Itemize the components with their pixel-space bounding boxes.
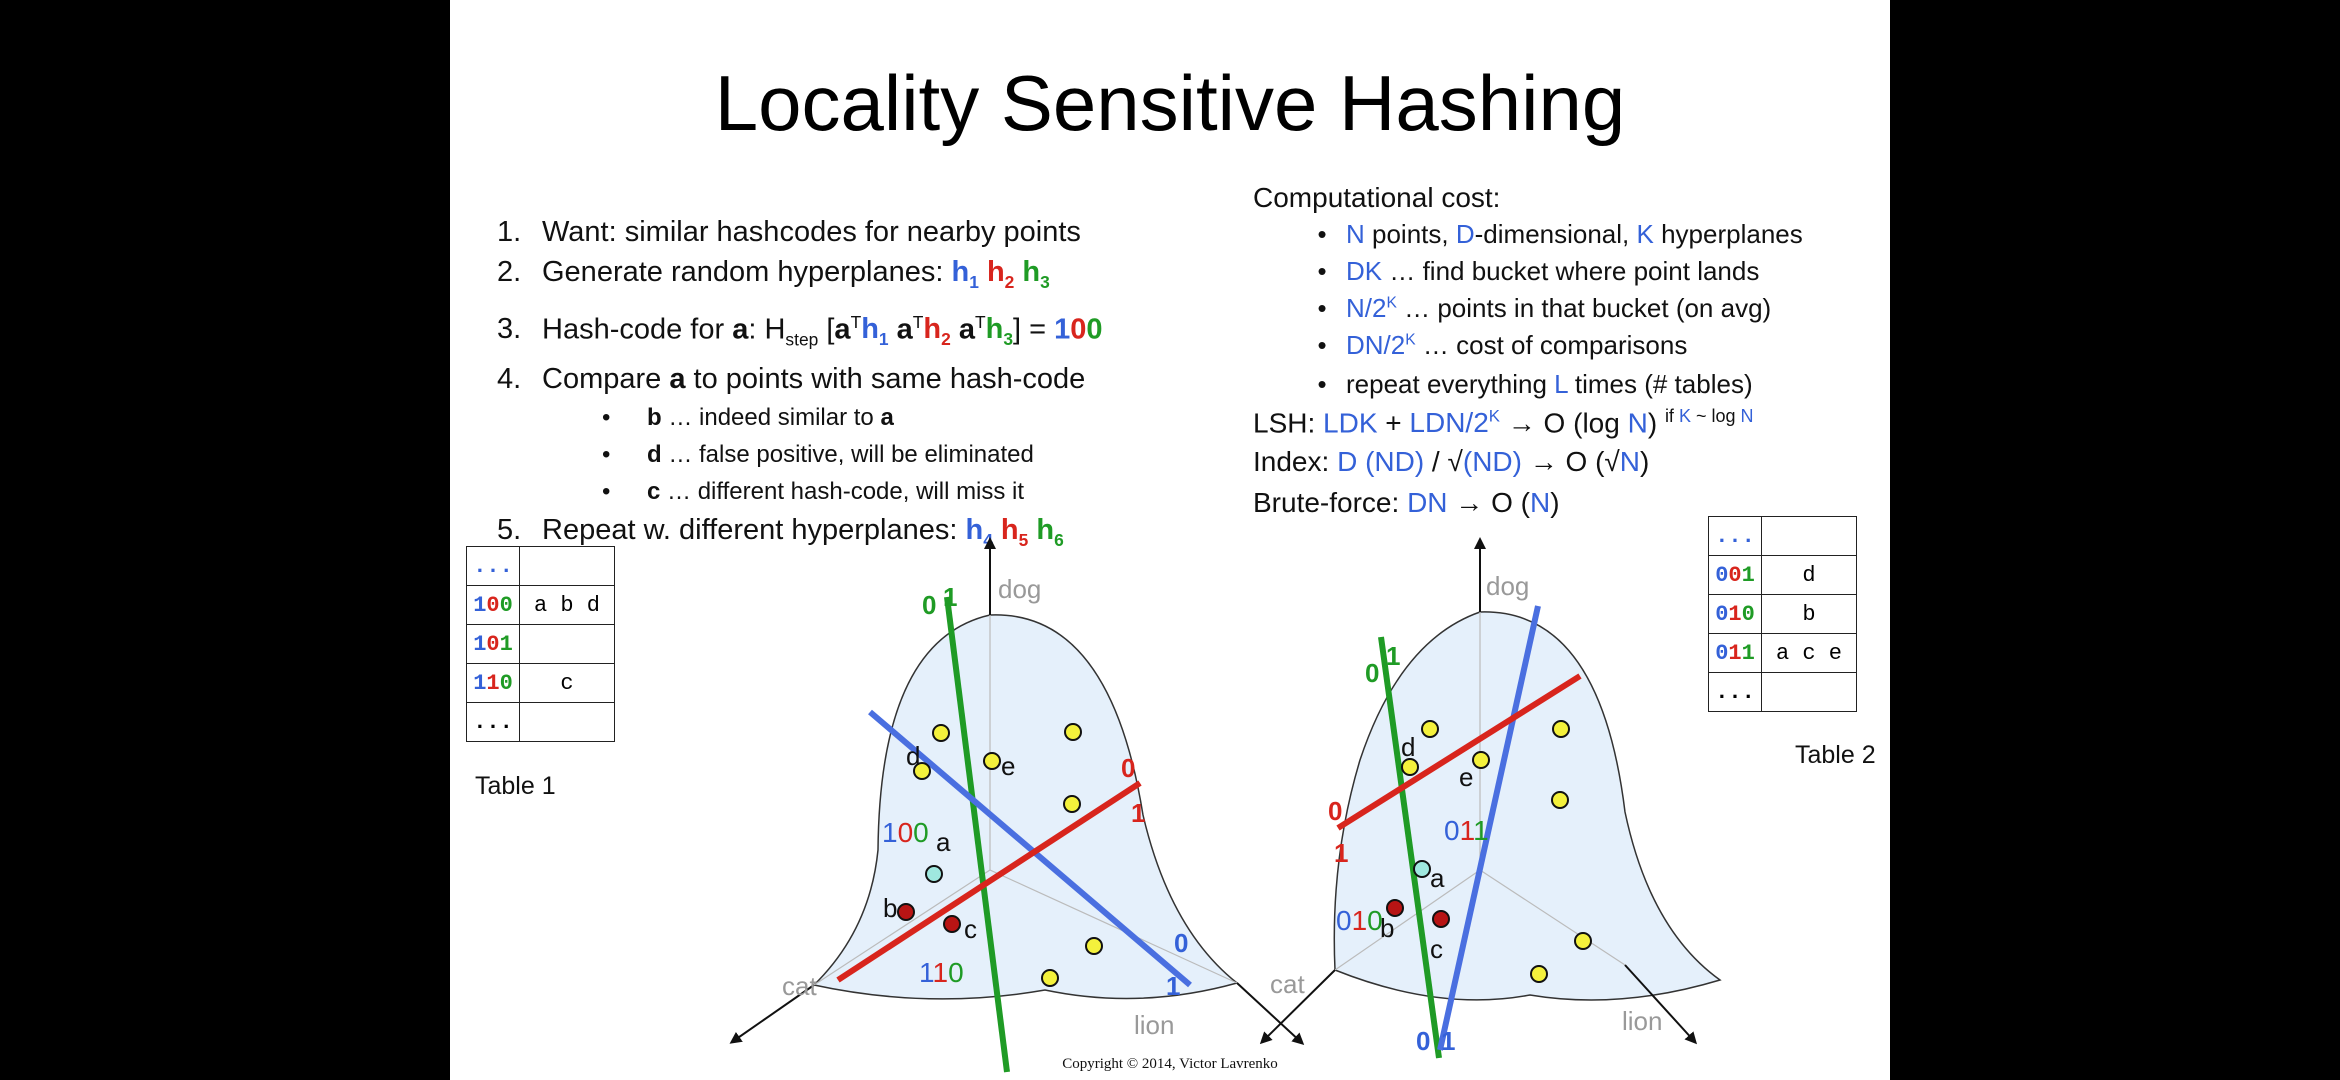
- svg-text:0: 0: [1416, 1026, 1430, 1056]
- brute-force-formula: Brute-force: DN → O (N): [1253, 487, 1560, 518]
- diagram1-lion-axis: [1236, 982, 1305, 1046]
- svg-text:1: 1: [1334, 838, 1348, 868]
- step-1: 1. Want: similar hashcodes for nearby poi…: [497, 216, 1081, 248]
- diagram2-region-010: 010: [1336, 905, 1383, 936]
- diagram2-green-plane: [1378, 636, 1442, 1059]
- sub-item-c: • c … different hash-code, will miss it: [602, 478, 1025, 506]
- diagram1-dog-label: dog: [998, 574, 1041, 604]
- svg-text:0: 0: [922, 590, 936, 620]
- diagram2-region: [1333, 611, 1722, 1001]
- diagram1-cat-axis: [729, 984, 815, 1044]
- diagram2-region-011: 011: [1444, 815, 1489, 846]
- svg-text:0: 0: [1174, 928, 1188, 958]
- diagram1-lion-label: lion: [1134, 1010, 1174, 1040]
- svg-text:b: b: [883, 893, 897, 923]
- hashing-diagrams: dog cat lion a b c d e 100 110 0 1 0 1 0…: [729, 537, 1722, 1073]
- diagram1-region-110: 110: [919, 957, 964, 988]
- svg-text:0: 0: [1121, 753, 1135, 783]
- svg-text:e: e: [1459, 762, 1473, 792]
- diagram2-cat-axis: [1259, 969, 1336, 1045]
- svg-text:c: c: [964, 914, 977, 944]
- diagram2-lion-label: lion: [1622, 1006, 1662, 1036]
- table-1-caption: Table 1: [475, 772, 556, 800]
- diagram1-point-e: [983, 752, 1001, 770]
- diagram2-blue-plane: [1437, 605, 1541, 1051]
- step-4: 4. Compare a to points with same hash-cod…: [497, 363, 1086, 396]
- sub-item-d: • d … false positive, will be eliminated: [602, 441, 1034, 469]
- svg-text:1: 1: [943, 582, 957, 612]
- svg-text:a: a: [1430, 863, 1445, 893]
- svg-text:b: b: [1380, 913, 1394, 943]
- diagram1-cat-label: cat: [782, 971, 817, 1001]
- diagram2-lion-axis: [1624, 964, 1698, 1045]
- svg-text:a: a: [936, 827, 951, 857]
- cost-bullet-3: • N/2K … points in that bucket (on avg): [1317, 293, 1772, 323]
- diagram1-region-100: 100: [882, 817, 929, 848]
- svg-text:d: d: [1401, 732, 1415, 762]
- cost-bullet-2: • DK … find bucket where point lands: [1317, 256, 1760, 286]
- svg-text:0: 0: [1328, 796, 1342, 826]
- diagram1-green-plane: [944, 596, 1010, 1073]
- table-2-caption: Table 2: [1795, 741, 1876, 769]
- copyright-notice: Copyright © 2014, Victor Lavrenko: [1062, 1056, 1278, 1072]
- svg-text:1: 1: [1441, 1026, 1455, 1056]
- svg-text:d: d: [906, 741, 920, 771]
- svg-text:1: 1: [1166, 971, 1180, 1001]
- diagram1-point-a: [925, 865, 943, 883]
- svg-text:c: c: [1430, 934, 1443, 964]
- diagram2-cat-label: cat: [1270, 969, 1305, 999]
- cost-bullet-4: • DN/2K … cost of comparisons: [1317, 330, 1688, 360]
- svg-text:0: 0: [1365, 658, 1379, 688]
- hash-table-1-main: ... 100 a b d 101 110 c ...: [466, 546, 615, 742]
- sub-item-b: • b … indeed similar to a: [602, 404, 894, 432]
- lsh-formula: LSH: LDK + LDN/2K → O (log N) if K ~ log…: [1253, 406, 1754, 439]
- cost-bullet-5: • repeat everything L times (# tables): [1317, 369, 1753, 399]
- diagram1-point-d: [913, 762, 931, 780]
- step-3: 3. Hash-code for a: Hstep [aTh1 aTh2 aTh3…: [497, 311, 1103, 350]
- diagram1-red-plane: [836, 780, 1142, 983]
- diagram1-blue-plane: [868, 709, 1192, 988]
- svg-text:e: e: [1001, 751, 1015, 781]
- step-2: 2. Generate random hyperplanes: h1 h2 h3: [497, 256, 1050, 292]
- diagram2-dog-label: dog: [1486, 571, 1529, 601]
- slide: Locality Sensitive Hashing 1. Want: simil…: [450, 0, 1890, 1080]
- diagram1-point-b: [897, 903, 915, 921]
- hash-table-2: ... 001 d 010 b 011 a c e ...: [1708, 516, 1857, 712]
- svg-text:1: 1: [1386, 641, 1400, 671]
- step-5: 5. Repeat w. different hyperplanes: h4 h5…: [497, 514, 1064, 551]
- index-formula: Index: D (ND) / √(ND) → O (√N): [1253, 446, 1650, 477]
- slide-title: Locality Sensitive Hashing: [714, 59, 1626, 147]
- cost-heading: Computational cost:: [1253, 182, 1501, 213]
- cost-bullet-1: • N points, D-dimensional, K hyperplanes: [1317, 219, 1803, 249]
- steps-list: 1. Want: similar hashcodes for nearby poi…: [497, 212, 1103, 560]
- diagram2-red-plane: [1336, 673, 1582, 831]
- svg-text:1: 1: [1131, 798, 1145, 828]
- diagram1-point-c: [943, 915, 961, 933]
